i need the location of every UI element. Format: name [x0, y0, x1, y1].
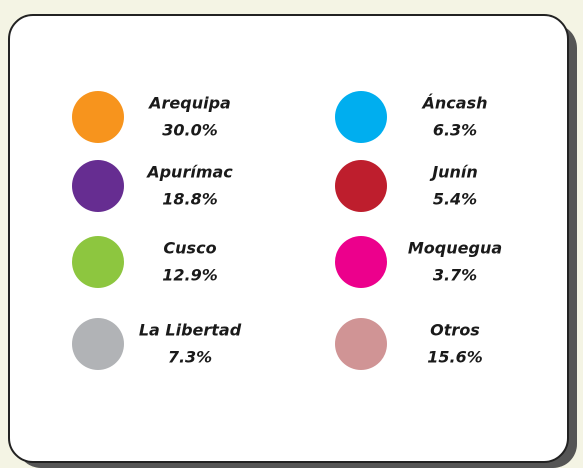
legend-share: 15.6%	[427, 348, 483, 367]
legend-name: La Libertad	[139, 321, 242, 340]
legend-swatch	[335, 160, 387, 212]
legend-name: Arequipa	[147, 94, 231, 113]
legend-swatch	[335, 91, 387, 143]
legend-name: Apurímac	[145, 163, 233, 182]
legend-swatch	[72, 91, 124, 143]
legend-name: Junín	[429, 163, 478, 182]
legend-swatch	[335, 318, 387, 370]
legend-name: Moquegua	[408, 239, 502, 258]
legend-share: 12.9%	[162, 266, 218, 285]
legend-swatch	[72, 318, 124, 370]
legend-name: Áncash	[421, 94, 488, 113]
legend-swatch	[335, 236, 387, 288]
legend-name: Cusco	[163, 239, 216, 258]
legend-share: 7.3%	[168, 348, 212, 367]
legend-share: 3.7%	[433, 266, 477, 285]
legend-share: 18.8%	[162, 190, 218, 209]
legend-share: 6.3%	[433, 121, 477, 140]
legend-swatch	[72, 160, 124, 212]
legend-name: Otros	[430, 321, 480, 340]
legend-share: 5.4%	[433, 190, 477, 209]
card	[8, 14, 569, 463]
legend-share: 30.0%	[162, 121, 218, 140]
legend-swatch	[72, 236, 124, 288]
